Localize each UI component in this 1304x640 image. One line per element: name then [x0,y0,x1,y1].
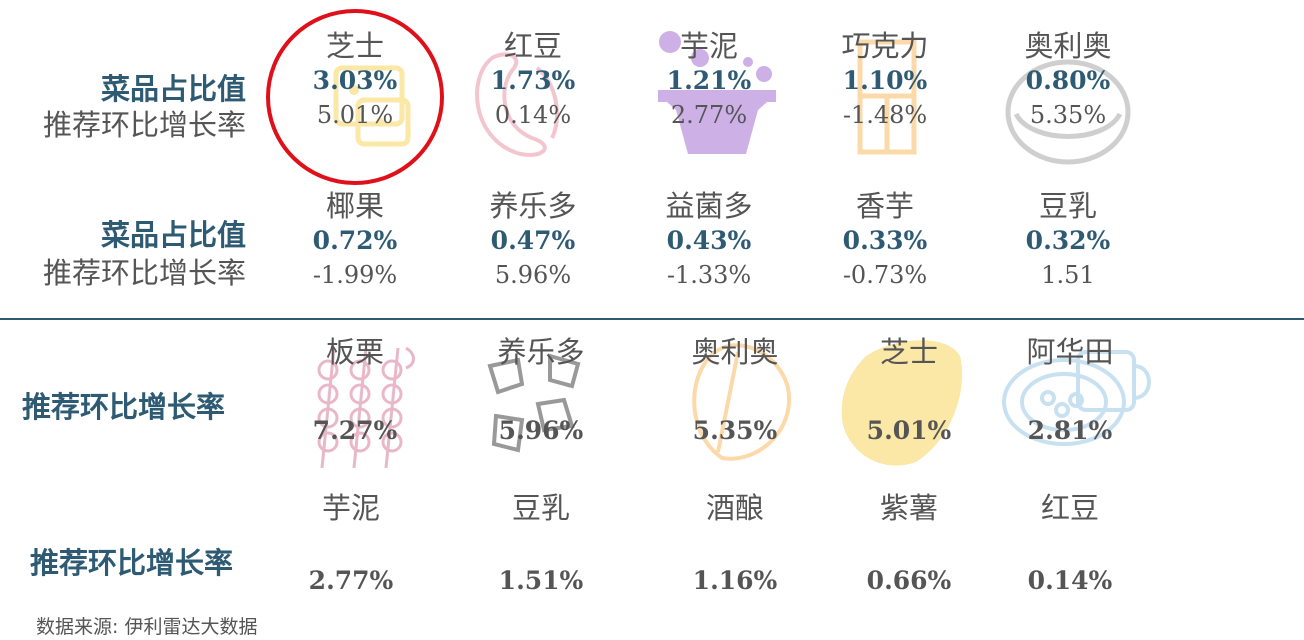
item-growth: 0.66% [866,566,952,595]
item-name: 奥利奥 [691,335,779,369]
item-name: 阿华田 [1026,335,1114,369]
item-share: 0.80% [1025,66,1111,95]
item-name: 奥利奥 [1024,29,1112,63]
item-name: 芝士 [879,335,938,369]
row1-item-taro: 芋泥 1.21% 2.77% [634,28,784,132]
row3-item-chestnut: 板栗 7.27% [280,334,430,448]
item-name: 板栗 [325,335,384,369]
item-share: 0.32% [1025,226,1111,255]
item-growth: 1.51 [1041,261,1095,289]
item-growth: 5.96% [498,416,584,445]
item-growth: 5.01% [316,101,394,129]
item-name: 豆乳 [1038,189,1097,223]
row4-item-taro: 芋泥 2.77% [276,490,426,598]
item-growth: 2.77% [670,101,748,129]
data-source-note: 数据来源: 伊利雷达大数据 [36,616,258,638]
item-share: 0.33% [842,226,928,255]
item-name: 红豆 [503,29,562,63]
item-growth: 5.96% [494,261,572,289]
row2-item-coconut: 椰果 0.72% -1.99% [280,188,430,292]
item-name: 椰果 [325,189,384,223]
row2-growth-label: 推荐环比增长率 [42,256,246,290]
item-growth: -1.99% [312,261,398,289]
row4-item-red-bean: 红豆 0.14% [995,490,1145,598]
item-name: 紫薯 [879,491,938,525]
row4-growth-label: 推荐环比增长率 [30,546,234,580]
item-growth: 7.27% [312,416,398,445]
item-name: 酒酿 [705,491,764,525]
row2-item-probiotic: 益菌多 0.43% -1.33% [634,188,784,292]
row3-item-yakult: 养乐多 5.96% [466,334,616,448]
row1-growth-label: 推荐环比增长率 [42,108,246,142]
row3-item-cheese: 芝士 5.01% [834,334,984,448]
item-share: 1.21% [666,66,752,95]
row4-item-purple-potato: 紫薯 0.66% [834,490,984,598]
row2-item-taro-root: 香芋 0.33% -0.73% [810,188,960,292]
row2-item-yakult: 养乐多 0.47% 5.96% [458,188,608,292]
item-share: 0.47% [490,226,576,255]
item-growth: 5.35% [1029,101,1107,129]
row2-share-label: 菜品占比值 [100,218,246,252]
row3-item-oreo: 奥利奥 5.35% [660,334,810,448]
item-growth: 1.16% [692,566,778,595]
item-name: 豆乳 [511,491,570,525]
item-name: 芝士 [325,29,384,63]
item-share: 1.10% [842,66,928,95]
row1-item-chocolate: 巧克力 1.10% -1.48% [810,28,960,132]
item-name: 巧克力 [841,29,929,63]
item-share: 0.43% [666,226,752,255]
item-name: 芋泥 [321,491,380,525]
row1-item-cheese: 芝士 3.03% 5.01% [280,28,430,132]
item-growth: -1.33% [666,261,752,289]
item-name: 香芋 [855,189,914,223]
item-name: 养乐多 [489,189,577,223]
row1-share-label: 菜品占比值 [100,72,246,106]
item-growth: 5.01% [866,416,952,445]
item-growth: 5.35% [692,416,778,445]
row2-item-soy-milk: 豆乳 0.32% 1.51 [993,188,1143,292]
item-growth: 2.77% [308,566,394,595]
row1-item-oreo: 奥利奥 0.80% 5.35% [993,28,1143,132]
row4-item-fermented-rice: 酒酿 1.16% [660,490,810,598]
item-growth: -0.73% [842,261,928,289]
row1-item-red-bean: 红豆 1.73% 0.14% [458,28,608,132]
row3-item-ovaltine: 阿华田 2.81% [995,334,1145,448]
item-name: 养乐多 [497,335,585,369]
section-divider [0,318,1304,320]
item-growth: 1.51% [498,566,584,595]
item-share: 3.03% [312,66,398,95]
item-growth: -1.48% [842,101,928,129]
item-growth: 0.14% [1027,566,1113,595]
item-share: 1.73% [490,66,576,95]
item-growth: 2.81% [1027,416,1113,445]
item-growth: 0.14% [494,101,572,129]
row3-growth-label: 推荐环比增长率 [22,390,226,424]
item-name: 芋泥 [679,29,738,63]
item-name: 益菌多 [665,189,753,223]
item-name: 红豆 [1040,491,1099,525]
row4-item-soy-milk: 豆乳 1.51% [466,490,616,598]
item-share: 0.72% [312,226,398,255]
